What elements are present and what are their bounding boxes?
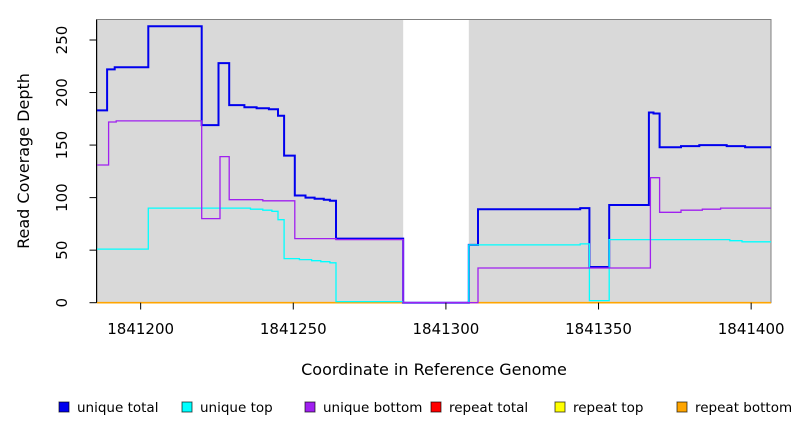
y-tick-label: 200 bbox=[53, 78, 71, 107]
legend-label: repeat bottom bbox=[695, 400, 792, 416]
series-unique-bottom bbox=[97, 120, 771, 304]
series-unique-total bbox=[97, 25, 771, 304]
plot-panel-right bbox=[468, 19, 771, 303]
legend-swatch bbox=[676, 401, 688, 413]
legend-item-unique-top: unique top bbox=[181, 400, 273, 416]
plot-panel-group bbox=[97, 19, 771, 303]
legend-swatch bbox=[58, 401, 70, 413]
legend-group: unique total unique top unique bottom repea… bbox=[58, 400, 792, 416]
y-tick-label: 0 bbox=[53, 298, 71, 308]
x-tick-label: 1841350 bbox=[565, 320, 632, 338]
legend-item-unique-bottom: unique bottom bbox=[304, 400, 422, 416]
series-group bbox=[97, 25, 771, 304]
legend-item-repeat-bottom: repeat bottom bbox=[676, 400, 792, 416]
legend-item-unique-total: unique total bbox=[58, 400, 158, 416]
x-tick-label: 1841400 bbox=[718, 320, 785, 338]
legend-label: unique top bbox=[200, 400, 273, 416]
y-tick-label: 50 bbox=[53, 241, 71, 260]
legend-label: repeat total bbox=[449, 400, 528, 416]
x-tick-label: 1841200 bbox=[107, 320, 174, 338]
series-unique-top bbox=[97, 207, 771, 304]
y-tick-label: 150 bbox=[53, 131, 71, 160]
y-tick-label: 250 bbox=[53, 26, 71, 55]
legend-swatch bbox=[304, 401, 316, 413]
y-tick-label: 100 bbox=[53, 183, 71, 212]
legend-item-repeat-total: repeat total bbox=[430, 400, 528, 416]
legend-label: unique total bbox=[77, 400, 158, 416]
legend-swatch bbox=[181, 401, 193, 413]
legend-swatch bbox=[430, 401, 442, 413]
legend-item-repeat-top: repeat top bbox=[554, 400, 643, 416]
plot-panel-left bbox=[97, 19, 404, 303]
y-axis-title: Read Coverage Depth bbox=[14, 73, 33, 249]
legend-label: unique bottom bbox=[323, 400, 422, 416]
legend-label: repeat top bbox=[573, 400, 643, 416]
x-tick-label: 1841300 bbox=[412, 320, 479, 338]
x-axis-title: Coordinate in Reference Genome bbox=[301, 360, 567, 379]
legend-swatch bbox=[554, 401, 566, 413]
axes-group: 0 50 100 150 200 250 1841200 1841250 1841300 1841… bbox=[53, 19, 785, 338]
x-tick-label: 1841250 bbox=[260, 320, 327, 338]
